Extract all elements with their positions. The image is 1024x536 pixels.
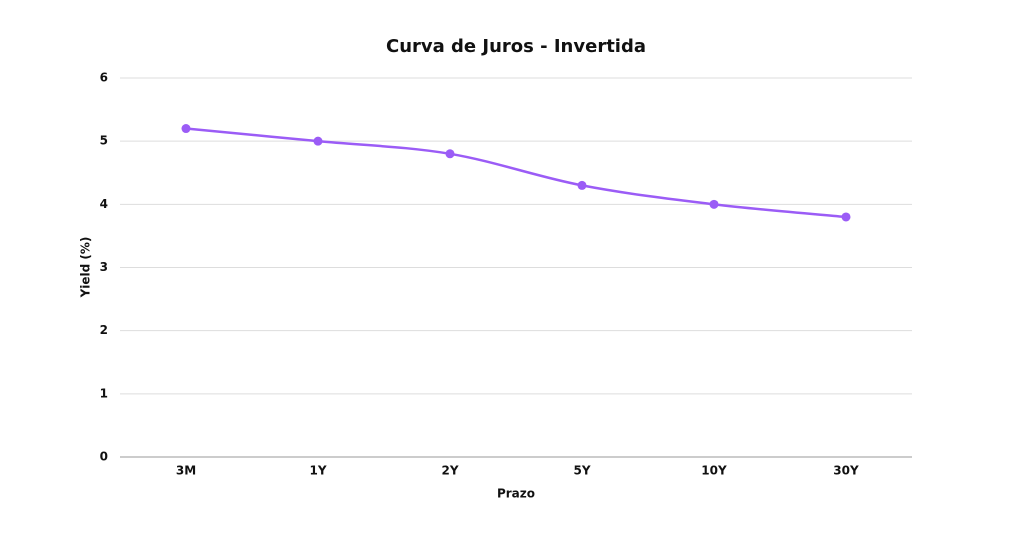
y-tick-label: 5 — [100, 134, 108, 148]
x-tick-label: 2Y — [441, 464, 458, 478]
point — [181, 124, 191, 134]
point — [577, 180, 587, 190]
x-tick-label: 1Y — [309, 464, 326, 478]
point — [841, 212, 851, 222]
x-tick-label: 3M — [176, 464, 196, 478]
y-tick-label: 0 — [100, 450, 108, 464]
chart-title: Curva de Juros - Invertida — [386, 36, 646, 57]
y-tick-label: 1 — [100, 386, 108, 400]
point — [709, 199, 719, 209]
x-tick-label: 10Y — [701, 464, 727, 478]
y-axis-label: Yield (%) — [79, 237, 93, 299]
line — [185, 127, 847, 219]
y-tick-label: 6 — [100, 71, 108, 85]
x-axis-label: Prazo — [497, 487, 535, 501]
point — [445, 149, 455, 159]
point — [313, 136, 323, 146]
y-tick-label: 4 — [100, 197, 108, 211]
y-tick-label: 2 — [100, 323, 108, 337]
x-tick-label: 30Y — [833, 464, 859, 478]
y-tick-label: 3 — [100, 260, 108, 274]
x-tick-label: 5Y — [573, 464, 590, 478]
